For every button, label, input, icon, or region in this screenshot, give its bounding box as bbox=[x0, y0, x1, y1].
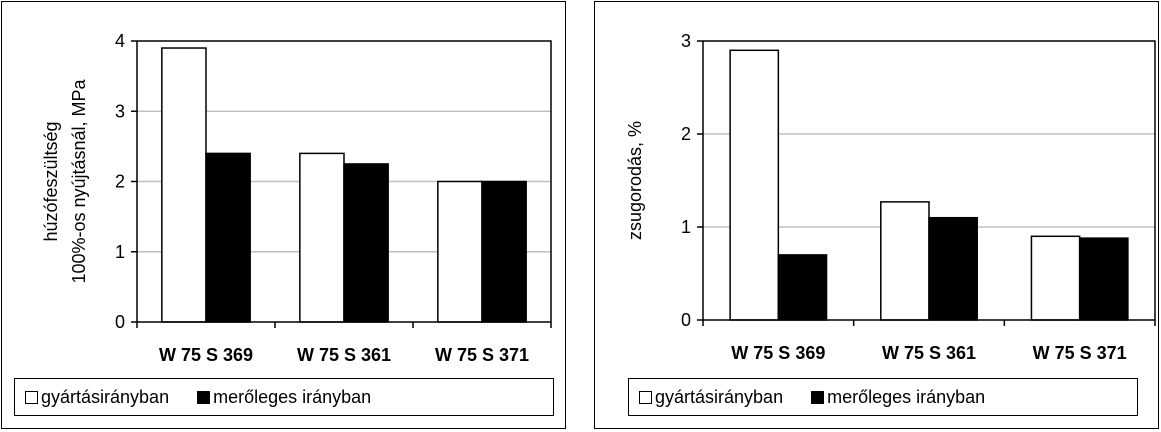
plot-border bbox=[703, 40, 1156, 320]
y-tick-label: 3 bbox=[115, 101, 125, 121]
x-tick-label: W 75 S 361 bbox=[882, 343, 976, 363]
y-tick-label: 0 bbox=[115, 312, 125, 332]
bar-black bbox=[928, 216, 978, 321]
bar-black bbox=[777, 254, 828, 321]
legend: gyártásirányban merőleges irányban bbox=[628, 378, 1138, 416]
y-axis-title: 100%-os nyújtásnál, MPa bbox=[69, 78, 89, 283]
y-tick-label: 1 bbox=[115, 242, 125, 262]
bar-black bbox=[205, 152, 251, 323]
bar-white bbox=[880, 201, 930, 321]
bar-white bbox=[437, 180, 483, 323]
bar-white bbox=[729, 49, 780, 321]
y-tick-label: 3 bbox=[681, 31, 691, 51]
legend-item-gyartasiranyban: gyártásirányban bbox=[639, 387, 783, 408]
legend-swatch-black bbox=[811, 390, 825, 404]
legend: gyártásirányban merőleges irányban bbox=[14, 378, 554, 416]
y-tick-label: 0 bbox=[681, 310, 691, 330]
legend-swatch-white bbox=[25, 390, 38, 404]
chart-shrinkage: W 75 S 369 W 75 S 361 W 75 S 371 0 1 2 3 zsugor… bbox=[625, 31, 1156, 363]
chart-tensile-stress: W 75 S 369 W 75 S 361 W 75 S 371 0 1 2 3 4 húzóf… bbox=[41, 31, 552, 365]
chart-panel-shrinkage: W 75 S 369 W 75 S 361 W 75 S 371 0 1 2 3 zsugor… bbox=[594, 1, 1159, 429]
legend-swatch-white bbox=[639, 390, 652, 404]
legend-item-merolegesiranyban: merőleges irányban bbox=[197, 387, 371, 408]
y-tick-label: 2 bbox=[681, 124, 691, 144]
bar-white bbox=[161, 47, 207, 323]
bar-black bbox=[1078, 237, 1129, 321]
y-axis-title: zsugorodás, % bbox=[625, 121, 645, 240]
y-tick-label: 4 bbox=[115, 31, 125, 51]
x-tick-label: W 75 S 371 bbox=[435, 345, 529, 365]
y-axis-title: húzófeszültség bbox=[41, 121, 61, 241]
legend-item-gyartasiranyban: gyártásirányban bbox=[25, 387, 169, 408]
legend-label: merőleges irányban bbox=[213, 386, 372, 407]
x-tick-label: W 75 S 371 bbox=[1033, 343, 1127, 363]
bar-black bbox=[343, 163, 389, 323]
legend-label: merőleges irányban bbox=[827, 386, 986, 407]
x-tick-label: W 75 S 361 bbox=[297, 345, 391, 365]
bar-white bbox=[299, 152, 345, 323]
x-tick-label: W 75 S 369 bbox=[731, 343, 825, 363]
y-tick-label: 1 bbox=[681, 217, 691, 237]
y-tick-label: 2 bbox=[115, 172, 125, 192]
legend-label: gyártásirányban bbox=[655, 386, 784, 407]
legend-swatch-black bbox=[197, 390, 211, 404]
legend-item-merolegesiranyban: merőleges irányban bbox=[811, 387, 985, 408]
bar-white bbox=[1030, 235, 1081, 321]
plot-border bbox=[137, 40, 552, 322]
chart-panel-tensile-stress: W 75 S 369 W 75 S 361 W 75 S 371 0 1 2 3 4 húzóf… bbox=[1, 1, 566, 429]
x-tick-label: W 75 S 369 bbox=[159, 345, 253, 365]
legend-label: gyártásirányban bbox=[41, 386, 170, 407]
bar-black bbox=[481, 180, 527, 323]
